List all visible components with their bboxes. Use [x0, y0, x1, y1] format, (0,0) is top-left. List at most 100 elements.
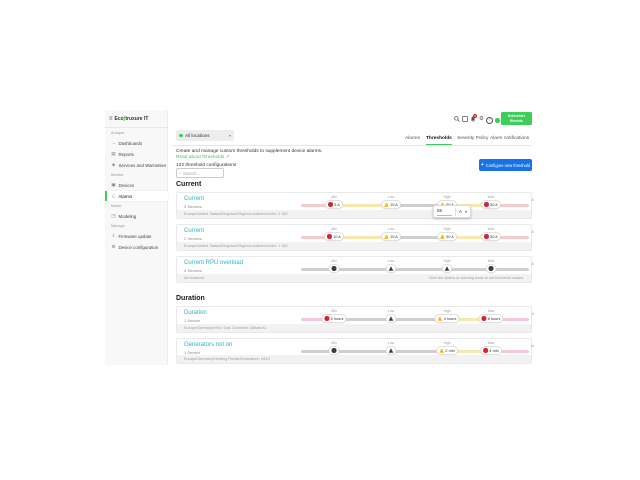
sidebar-item-label: Device configuration [118, 244, 159, 250]
threshold-name-link[interactable]: Current [184, 227, 205, 234]
bar-segment [491, 318, 529, 321]
settings-gear-icon[interactable]: ⚙ [479, 116, 484, 122]
user-presence-dot[interactable] [495, 118, 500, 123]
location-pin-icon [179, 133, 183, 138]
inactive-low-icon [388, 266, 394, 271]
low-threshold-badge[interactable]: Low [385, 341, 397, 355]
bar-segment [447, 318, 491, 321]
critical-icon [328, 202, 333, 207]
badge-label: Max [487, 195, 495, 199]
max-threshold-badge[interactable]: Max 4 min [480, 341, 502, 355]
high-threshold-badge[interactable]: High 50 A [436, 227, 458, 241]
min-threshold-badge[interactable]: Min 10 A [323, 227, 345, 241]
high-threshold-badge[interactable]: High 2 min [436, 341, 458, 355]
location-path-strip: Europe/United States/Kingston/Region/Loc… [177, 242, 531, 250]
min-threshold-badge[interactable]: Min [328, 341, 340, 355]
badge-value: 8 hours [487, 316, 501, 321]
sidebar-header: ≡ Ecoʃtruxure IT [109, 116, 148, 122]
badge-label: Min [331, 195, 337, 199]
location-path: Europe/United States/Kingston/Region/Loc… [184, 212, 288, 216]
read-about-thresholds-link[interactable]: Read about thresholds ↗ [176, 154, 230, 160]
threshold-name-link[interactable]: Duration [184, 309, 207, 316]
bar-segment [391, 268, 447, 271]
tab-severity-policy[interactable]: Severity Policy [457, 136, 489, 141]
max-threshold-badge[interactable]: Max [485, 259, 497, 273]
sidebar-item-modeling[interactable]: ◳ Modeling [105, 211, 168, 221]
help-icon[interactable]: ? [486, 117, 493, 124]
max-threshold-badge[interactable]: Max 80 A [480, 195, 502, 209]
max-threshold-badge[interactable]: Max 80 A [480, 227, 502, 241]
badge-label: High [443, 195, 451, 199]
location-filter-dropdown[interactable]: All locations ▾ [176, 130, 234, 141]
sidebar-item-services-warranties[interactable]: ◈ Services and Warranties [105, 160, 168, 170]
high-threshold-badge[interactable]: High 4 hours [434, 309, 460, 323]
tab-alarms[interactable]: Alarms [405, 136, 420, 141]
badge-value: 2 min [445, 348, 455, 353]
sensor-count: 2 Sensors [184, 235, 203, 241]
section-header-duration: Duration [176, 295, 205, 302]
badge-label: High [443, 227, 451, 231]
low-threshold-badge[interactable]: Low [385, 309, 397, 323]
value-input[interactable]: 55 [437, 207, 452, 216]
threshold-count: 122 threshold configurations [176, 162, 237, 168]
sidebar-section-manage: Manage [111, 224, 125, 228]
location-path-strip: Europe/Germany/NH2: Gas Controller: ABla… [177, 324, 531, 332]
bar-segment [491, 350, 529, 353]
bar-segment [301, 318, 334, 321]
max-threshold-badge[interactable]: Max 8 hours [478, 309, 504, 323]
configure-new-threshold-button[interactable]: + Configure new threshold [479, 159, 532, 171]
bar-segment [491, 236, 529, 239]
apps-grid-icon[interactable] [461, 116, 468, 123]
critical-icon [484, 234, 489, 239]
sidebar-item-firmware-update[interactable]: ⇩ Firmware update [105, 231, 168, 241]
sidebar-item-devices[interactable]: ▣ Devices [105, 180, 168, 190]
unit-label: m [531, 344, 534, 348]
low-threshold-badge[interactable]: Low [385, 259, 397, 273]
sidebar-divider [105, 127, 168, 128]
search-icon[interactable] [453, 116, 460, 123]
chevron-down-icon[interactable]: ▾ [464, 209, 467, 214]
location-path: Europe/Germany/Heating Plants/Generators… [184, 357, 270, 361]
badge-label: Low [387, 195, 395, 199]
low-threshold-badge[interactable]: Low 15 A [380, 195, 402, 209]
threshold-row-current-2: Current 2 Sensors Min 10 A Low 15 A High… [176, 224, 534, 251]
sidebar-item-label: Reports [118, 151, 134, 157]
threshold-name-link[interactable]: Current RPU overload [184, 259, 244, 266]
modeling-icon: ◳ [111, 213, 116, 218]
notification-badge: 1 [473, 113, 477, 118]
bar-segment [391, 204, 447, 207]
tab-thresholds[interactable]: Thresholds [426, 136, 452, 141]
notifications-bell-icon[interactable] [469, 116, 476, 123]
min-threshold-badge[interactable]: Min [328, 259, 340, 273]
active-tab-underline [426, 143, 452, 145]
inactive-low-icon [388, 348, 394, 353]
min-threshold-badge[interactable]: Min 5 A [325, 195, 343, 209]
badge-value: 15 A [390, 202, 398, 207]
alarm-icon: △ [111, 193, 116, 198]
hamburger-menu-icon[interactable]: ≡ [109, 116, 113, 122]
search-input[interactable] [183, 170, 221, 176]
bar-segment [334, 204, 391, 207]
badge-value: 50 A [446, 234, 454, 239]
sidebar-item-reports[interactable]: ▤ Reports [105, 149, 168, 159]
sidebar-item-alarms[interactable]: △ Alarms [105, 191, 168, 201]
sensor-count: 3 Sensors [184, 203, 203, 209]
search-box[interactable] [176, 168, 224, 178]
sidebar-section-model: Model [111, 204, 122, 208]
sidebar-item-device-configuration[interactable]: ⚙ Device configuration [105, 242, 168, 252]
unit-select-value[interactable]: A [458, 209, 462, 214]
tab-alarm-notifications[interactable]: Alarm notifications [490, 136, 530, 141]
location-path-strip: Europe/Germany/Heating Plants/Generators… [177, 355, 531, 363]
threshold-name-link[interactable]: Current [184, 195, 205, 202]
bar-segment [334, 268, 391, 271]
location-path-strip: All locations Click the sliders or warni… [177, 274, 531, 282]
value-edit-popup[interactable]: 55 A ▾ [433, 205, 471, 218]
sidebar-item-dashboards[interactable]: ◔ Dashboards [105, 138, 168, 148]
low-threshold-badge[interactable]: Low 15 A [380, 227, 402, 241]
bar-segment [301, 204, 334, 207]
high-threshold-badge[interactable]: High [441, 259, 453, 273]
threshold-name-link[interactable]: Generators not on [184, 341, 233, 348]
min-threshold-badge[interactable]: Min 2 hours [321, 309, 347, 323]
schneider-electric-logo[interactable]: Schneider Electric [501, 112, 532, 125]
